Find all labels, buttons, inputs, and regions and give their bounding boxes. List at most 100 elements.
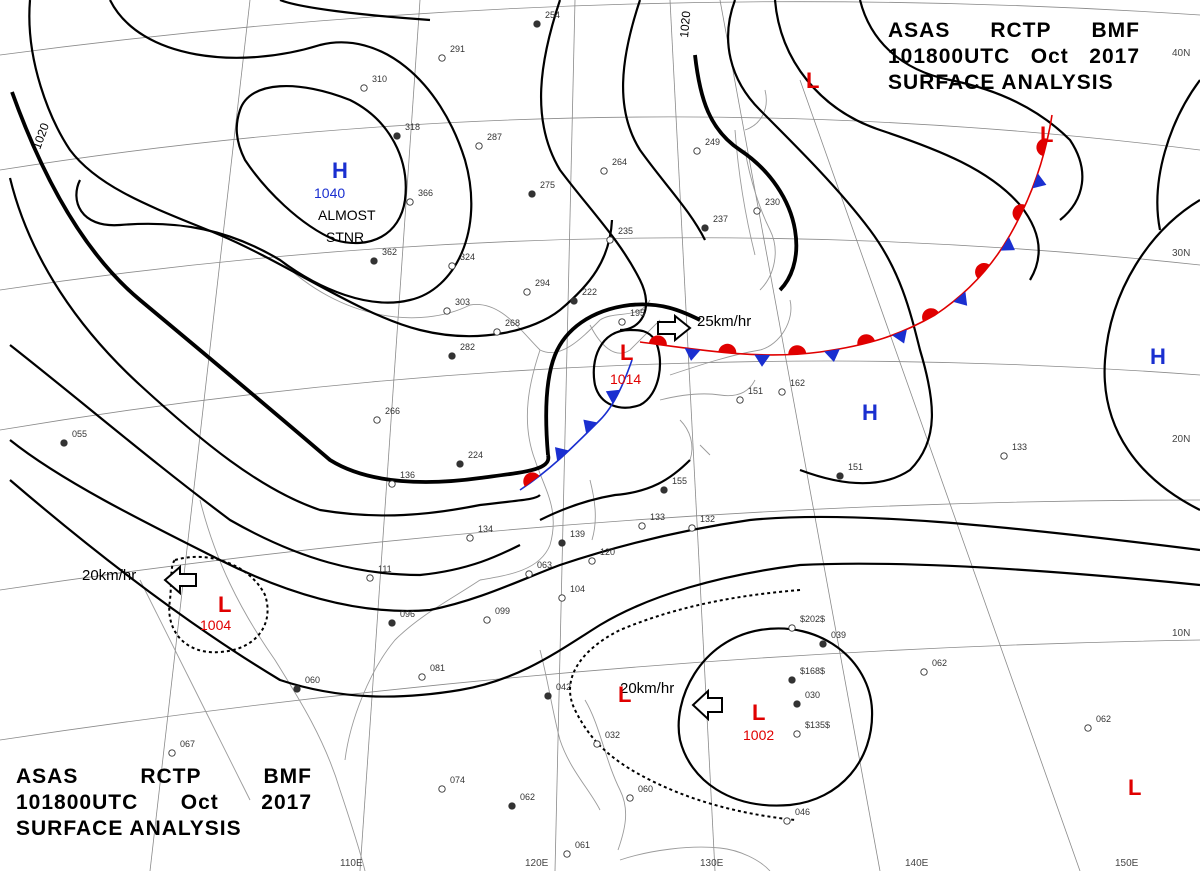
station-circle-icon	[418, 673, 426, 681]
title-office: BMF	[1091, 19, 1140, 42]
cold-front-triangle	[583, 419, 598, 434]
movement-speed-label: 25km/hr	[697, 313, 751, 330]
station-circle-icon	[406, 198, 414, 206]
station-pressure-value: 222	[582, 287, 597, 297]
station-pressure-value: 237	[713, 214, 728, 224]
station-pressure-value: 120	[600, 547, 615, 557]
station-circle-icon	[626, 794, 634, 802]
low-center-symbol: L	[752, 700, 765, 725]
station-circle-icon	[788, 624, 796, 632]
station-circle-icon	[438, 54, 446, 62]
station-circle-icon	[688, 524, 696, 532]
station-circle-icon	[388, 480, 396, 488]
station-circle-icon	[533, 20, 541, 28]
latlon-labels: 40N 30N 20N 10N 110E 120E 130E 140E 150E	[340, 48, 1190, 869]
low-center-value: 1002	[743, 727, 774, 743]
station-pressure-value: 268	[505, 318, 520, 328]
station-circle-icon	[793, 700, 801, 708]
station-pressure-value: 046	[795, 807, 810, 817]
low-center-symbol: L	[1040, 122, 1053, 147]
station-pressure-value: 074	[450, 775, 465, 785]
station-pressure-value: 062	[520, 792, 535, 802]
movement-arrows	[163, 313, 723, 722]
station-circle-icon	[1000, 452, 1008, 460]
chart-title-top-right: ASAS RCTP BMF 101800UTC Oct 2017 SURFACE ANA…	[888, 18, 1140, 96]
title-station: RCTP	[140, 765, 202, 788]
low-center-value: 1014	[610, 371, 641, 387]
station-circle-icon	[456, 460, 464, 468]
station-circle-icon	[788, 676, 796, 684]
station-circle-icon	[60, 439, 68, 447]
station-pressure-value: 111	[378, 564, 392, 574]
cold-front-triangle	[684, 348, 701, 361]
isobar-label: 1020	[677, 10, 693, 38]
station-circle-icon	[508, 802, 516, 810]
low-center-symbol: L	[620, 340, 633, 365]
title-product: SURFACE ANALYSIS	[16, 817, 242, 840]
warm-front-semicircle	[975, 263, 990, 279]
station-circle-icon	[570, 297, 578, 305]
station-circle-icon	[778, 388, 786, 396]
low-center-symbol: L	[218, 592, 231, 617]
cold-front-triangle	[754, 354, 771, 367]
station-pressure-value: 366	[418, 188, 433, 198]
station-circle-icon	[660, 486, 668, 494]
station-pressure-value: 282	[460, 342, 475, 352]
low-center-symbol: L	[1128, 775, 1141, 800]
station-pressure-value: 067	[180, 739, 195, 749]
lat-label: 40N	[1172, 48, 1190, 59]
title-station: RCTP	[990, 19, 1052, 42]
station-circle-icon	[600, 167, 608, 175]
lat-label: 20N	[1172, 434, 1190, 445]
lat-label: 10N	[1172, 628, 1190, 639]
title-month: Oct	[180, 791, 219, 814]
warm-front-semicircle	[718, 343, 737, 354]
station-pressure-value: 134	[478, 524, 493, 534]
station-pressure-value: 254	[545, 10, 560, 20]
high-center-symbol: H	[332, 158, 348, 183]
station-pressure-value: 136	[400, 470, 415, 480]
station-circle-icon	[528, 190, 536, 198]
chart-title-bottom-left: ASAS RCTP BMF 101800UTC Oct 2017 SURFACE ANA…	[16, 764, 312, 842]
station-pressure-value: 099	[495, 606, 510, 616]
low-center-symbol: L	[806, 68, 819, 93]
isobars	[8, 0, 1200, 821]
front-lines	[519, 114, 1053, 491]
front-symbols	[523, 138, 1048, 487]
station-pressure-value: 104	[570, 584, 585, 594]
station-pressure-value: 294	[535, 278, 550, 288]
station-pressure-value: 139	[570, 529, 585, 539]
station-pressure-value: 063	[537, 560, 552, 570]
station-circle-icon	[466, 534, 474, 542]
station-circle-icon	[475, 142, 483, 150]
lon-label: 120E	[525, 858, 549, 869]
warm-front-semicircle	[523, 472, 540, 487]
high-center-symbol: H	[862, 400, 878, 425]
lon-label: 130E	[700, 858, 724, 869]
station-circle-icon	[606, 236, 614, 244]
station-circle-icon	[819, 640, 827, 648]
station-pressure-value: 151	[848, 462, 863, 472]
station-circle-icon	[558, 594, 566, 602]
station-pressure-value: 062	[1096, 714, 1111, 724]
station-pressure-value: 133	[650, 512, 665, 522]
lon-label: 110E	[340, 858, 363, 869]
station-pressure-value: 155	[672, 476, 687, 486]
station-pressure-value: 030	[805, 690, 820, 700]
station-circle-icon	[736, 396, 744, 404]
station-pressure-value: 060	[305, 675, 320, 685]
station-circle-icon	[638, 522, 646, 530]
station-circle-icon	[438, 785, 446, 793]
stationary-annotation: ALMOST	[318, 207, 376, 223]
station-circle-icon	[920, 668, 928, 676]
station-circle-icon	[793, 730, 801, 738]
station-pressure-value: 362	[382, 247, 397, 257]
title-year: 2017	[261, 791, 312, 814]
station-pressure-value: 055	[72, 429, 87, 439]
title-agency: ASAS	[888, 19, 951, 42]
station-pressure-value: 061	[575, 840, 590, 850]
station-circle-icon	[443, 307, 451, 315]
station-pressure-value: 133	[1012, 442, 1027, 452]
